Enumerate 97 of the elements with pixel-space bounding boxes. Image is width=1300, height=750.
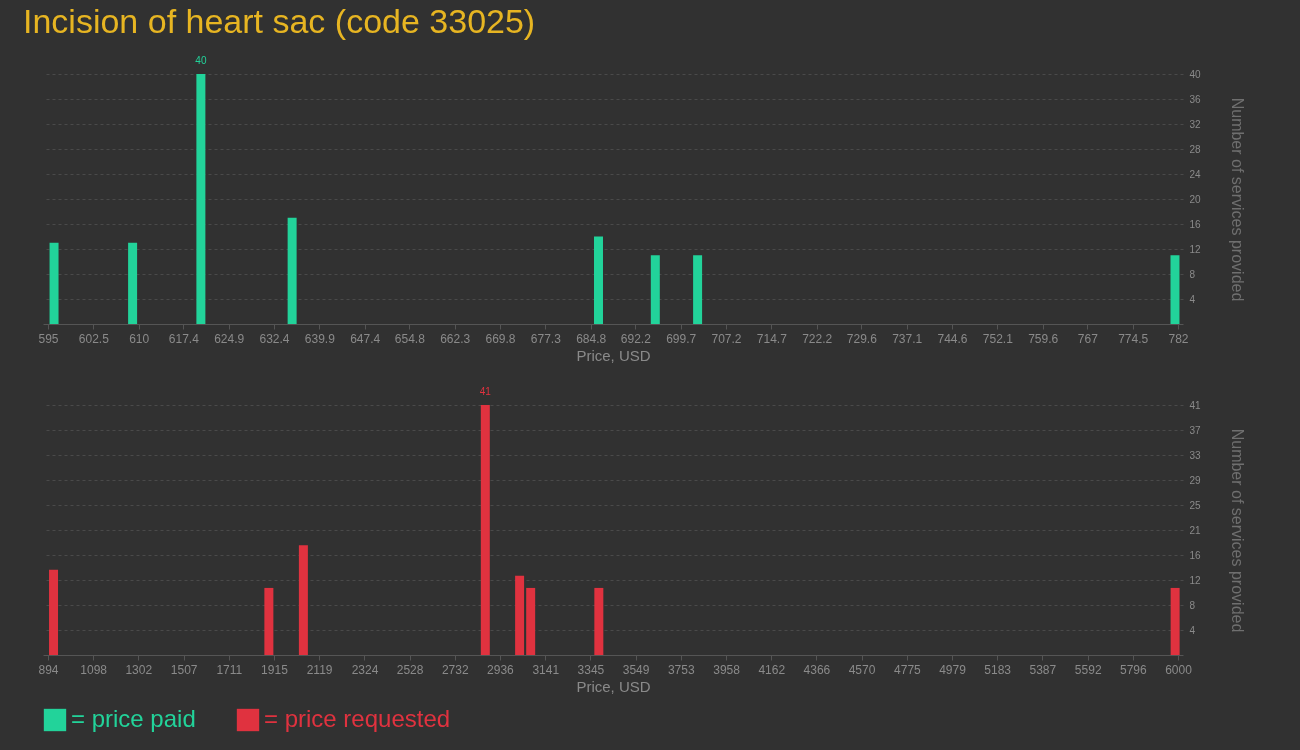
x-tick-label: 3141 (532, 662, 560, 677)
x-tick-label: 632.4 (259, 331, 290, 346)
x-tick-label: 1302 (125, 662, 153, 677)
bar (650, 255, 660, 324)
x-tick-label: 6000 (1165, 662, 1193, 677)
y-tick-label: 36 (1189, 93, 1202, 105)
bar (298, 545, 308, 655)
x-tick-label: 714.7 (756, 331, 788, 346)
x-axis-title: Price, USD (576, 677, 651, 695)
bar (49, 569, 59, 655)
bar (128, 242, 138, 324)
x-tick-label: 1711 (216, 662, 243, 677)
x-tick-label: 2119 (306, 662, 333, 677)
x-tick-label: 3549 (622, 662, 650, 677)
y-tick-label: 4 (1189, 624, 1196, 636)
x-tick-label: 3345 (577, 662, 605, 677)
y-axis-title: Number of services provided (1228, 97, 1246, 302)
x-tick-label: 744.6 (937, 331, 968, 346)
bar (196, 74, 206, 324)
x-tick-label: 647.4 (350, 331, 381, 346)
x-tick-label: 602.5 (78, 331, 110, 346)
x-tick-label: 2528 (396, 662, 424, 677)
chart-title: Incision of heart sac (code 33025) (22, 2, 536, 40)
x-tick-label: 662.3 (440, 331, 471, 346)
x-tick-label: 4162 (758, 662, 786, 677)
legend-label: = price paid (71, 705, 196, 732)
legend-label: = price requested (264, 705, 451, 732)
bar (287, 217, 297, 324)
x-tick-label: 654.8 (394, 331, 426, 346)
x-tick-label: 4570 (848, 662, 876, 677)
x-tick-label: 617.4 (168, 331, 200, 346)
x-tick-label: 722.2 (802, 331, 833, 346)
x-tick-label: 3753 (667, 662, 695, 677)
bar (49, 242, 59, 324)
x-tick-label: 699.7 (666, 331, 697, 346)
bar (264, 587, 274, 655)
x-tick-label: 752.1 (982, 331, 1014, 346)
x-tick-label: 692.2 (620, 331, 652, 346)
x-tick-label: 894 (38, 662, 59, 677)
x-tick-label: 1098 (80, 662, 108, 677)
y-tick-label: 21 (1189, 524, 1202, 536)
x-tick-label: 5592 (1074, 662, 1102, 677)
y-tick-label: 8 (1189, 268, 1196, 280)
y-tick-label: 33 (1189, 449, 1202, 461)
data-label: 40 (195, 55, 207, 66)
y-tick-label: 12 (1189, 243, 1202, 255)
x-tick-label: 4775 (894, 662, 922, 677)
y-tick-label: 24 (1189, 168, 1202, 180)
x-tick-label: 5387 (1029, 662, 1057, 677)
y-tick-label: 41 (1189, 399, 1202, 411)
bar (515, 575, 525, 655)
y-tick-label: 8 (1189, 599, 1196, 611)
y-tick-label: 28 (1189, 143, 1202, 155)
x-tick-label: 2936 (487, 662, 515, 677)
x-tick-label: 767 (1077, 331, 1099, 346)
y-axis-title: Number of services provided (1228, 428, 1246, 633)
x-tick-label: 4979 (939, 662, 967, 677)
y-tick-label: 29 (1189, 474, 1202, 486)
y-tick-label: 16 (1189, 549, 1202, 561)
bar (693, 255, 703, 324)
x-tick-label: 610 (129, 331, 150, 346)
x-tick-label: 684.8 (576, 331, 607, 346)
bar (1170, 255, 1180, 324)
y-tick-label: 37 (1189, 424, 1202, 436)
x-tick-label: 4366 (803, 662, 831, 677)
x-tick-label: 1915 (261, 662, 289, 677)
bar (594, 236, 603, 324)
x-tick-label: 774.5 (1118, 331, 1149, 346)
y-tick-label: 16 (1189, 218, 1202, 230)
y-tick-label: 4 (1189, 293, 1196, 305)
x-tick-label: 624.9 (214, 331, 245, 346)
x-tick-label: 707.2 (711, 331, 742, 346)
x-tick-label: 595 (38, 331, 59, 346)
x-tick-label: 669.8 (485, 331, 516, 346)
x-tick-label: 1507 (170, 662, 198, 677)
x-tick-label: 729.6 (846, 331, 878, 346)
x-tick-label: 782 (1168, 331, 1189, 346)
x-tick-label: 3958 (713, 662, 741, 677)
x-tick-label: 5796 (1120, 662, 1148, 677)
y-tick-label: 25 (1189, 499, 1202, 511)
y-tick-label: 20 (1189, 193, 1202, 205)
y-tick-label: 12 (1189, 574, 1202, 586)
x-tick-label: 737.1 (892, 331, 923, 346)
bar (480, 405, 490, 655)
x-axis-title: Price, USD (576, 346, 651, 364)
x-tick-label: 2732 (441, 662, 469, 677)
x-tick-label: 2324 (351, 662, 379, 677)
bar (526, 587, 536, 655)
data-label: 41 (479, 386, 492, 397)
x-tick-label: 677.3 (530, 331, 562, 346)
x-tick-label: 759.6 (1028, 331, 1059, 346)
bar (1170, 587, 1180, 655)
bar (594, 587, 604, 655)
y-tick-label: 40 (1189, 68, 1202, 80)
x-tick-label: 5183 (984, 662, 1012, 677)
y-tick-label: 32 (1189, 118, 1202, 130)
x-tick-label: 639.9 (304, 331, 336, 346)
